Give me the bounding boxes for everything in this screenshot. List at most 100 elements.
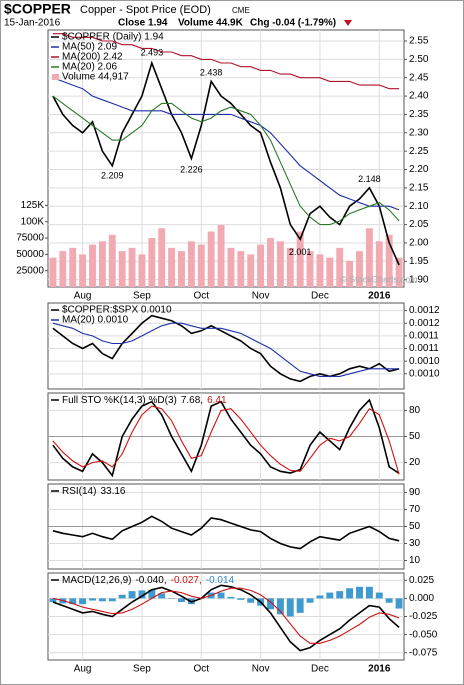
date: 15-Jan-2016	[4, 18, 61, 29]
bar	[385, 234, 393, 287]
line	[52, 584, 400, 652]
x-tick-label: Oct	[193, 291, 209, 302]
legend-title: Full STO %K(14,3) %D(3) 7.68, 6.41	[62, 395, 227, 406]
x-tick-label: 2016	[368, 664, 391, 675]
bar	[217, 225, 225, 287]
plot-area	[48, 573, 404, 660]
bar	[108, 234, 116, 287]
x-tick-label: Aug	[74, 291, 92, 302]
bar	[79, 598, 87, 605]
y-tick-label: 2.25	[409, 146, 429, 157]
legend-value: -0.040,	[135, 575, 166, 586]
bar	[79, 254, 87, 287]
y-tick-label: 0.0010	[409, 368, 440, 379]
y-tick-label: 2.15	[409, 183, 429, 194]
annotation: 2.493	[141, 47, 164, 57]
y-tick-label: 2.30	[409, 127, 429, 138]
bar	[375, 592, 383, 599]
y-tick-label: -0.025	[409, 611, 438, 622]
bar	[168, 247, 176, 287]
y-tick-label: 2.05	[409, 219, 429, 230]
bar	[69, 247, 77, 287]
y-tick-label: 50	[409, 521, 421, 532]
bar	[128, 247, 136, 287]
y2-tick-label: 50000	[16, 249, 44, 260]
bar	[276, 241, 284, 287]
bar	[286, 598, 294, 617]
y-tick-label: 2.45	[409, 72, 429, 83]
bar	[247, 254, 255, 287]
bar	[365, 586, 373, 599]
bar	[267, 238, 274, 287]
volume: Volume 44.9K	[178, 18, 244, 29]
legend-title: MACD(12,26,9) -0.040, -0.027, -0.014	[62, 575, 235, 586]
y-tick-label: 10	[409, 555, 421, 566]
legend-label: Volume 44,917	[62, 72, 129, 83]
bar	[49, 598, 57, 602]
bar	[237, 251, 245, 287]
y2-tick-label: 75000	[16, 233, 44, 244]
y2-tick-label: 125K	[21, 200, 45, 211]
bar	[296, 231, 304, 287]
x-tick-label: Dec	[311, 291, 329, 302]
bar	[207, 231, 215, 287]
bar	[365, 228, 373, 287]
y-tick-label: 0.0011	[409, 343, 439, 354]
legend-value: 33.16	[100, 486, 125, 497]
bar	[395, 257, 403, 287]
bar	[138, 590, 146, 599]
legend-value: -0.027,	[171, 575, 202, 586]
line	[52, 515, 400, 550]
bar	[178, 251, 185, 287]
bar	[89, 244, 96, 287]
y2-tick-label: 100K	[21, 216, 45, 227]
exchange: CME	[232, 6, 250, 15]
line	[52, 398, 400, 478]
annotation: 2.148	[358, 174, 381, 184]
bar	[385, 598, 393, 603]
bar	[316, 254, 324, 287]
bar	[306, 251, 314, 287]
line	[52, 77, 400, 211]
bar	[375, 241, 383, 287]
x-tick-label: Nov	[252, 291, 270, 302]
annotation: 2.001	[289, 247, 312, 257]
bar	[158, 593, 166, 599]
bar	[158, 228, 166, 287]
bar	[346, 588, 354, 599]
x-tick-label: Sep	[133, 291, 151, 302]
y-tick-label: -0.075	[409, 647, 438, 658]
y-tick-label: 30	[409, 538, 421, 549]
y-tick-label: 0.0011	[409, 331, 439, 342]
bar	[336, 247, 344, 287]
bar	[178, 598, 185, 602]
x-tick-label: Dec	[311, 664, 329, 675]
change: Chg -0.04 (-1.79%)	[250, 18, 336, 29]
y2-tick-label: 25000	[16, 265, 44, 276]
y-tick-label: 20	[409, 457, 421, 468]
bar	[69, 598, 77, 605]
bar	[148, 589, 156, 599]
bar	[346, 260, 354, 287]
y-tick-label: 2.50	[409, 54, 429, 65]
y-tick-label: 2.00	[409, 238, 429, 249]
bar	[59, 251, 67, 287]
legend-value: 6.41	[207, 395, 227, 406]
bar	[98, 241, 106, 287]
y-tick-label: 2.10	[409, 201, 429, 212]
line	[52, 314, 400, 383]
bar	[356, 251, 363, 287]
plot-area	[48, 393, 404, 480]
line	[52, 405, 400, 475]
y-tick-label: -0.050	[409, 629, 438, 640]
bar	[227, 596, 235, 599]
bar	[306, 598, 314, 603]
bar	[247, 598, 255, 603]
legend-text: RSI(14)	[62, 486, 96, 497]
bar	[276, 598, 284, 615]
bar	[296, 598, 304, 613]
line	[52, 322, 400, 377]
legend-label: $COPPER (Daily) 1.94	[62, 32, 164, 43]
y-tick-label: 1.90	[409, 274, 429, 285]
